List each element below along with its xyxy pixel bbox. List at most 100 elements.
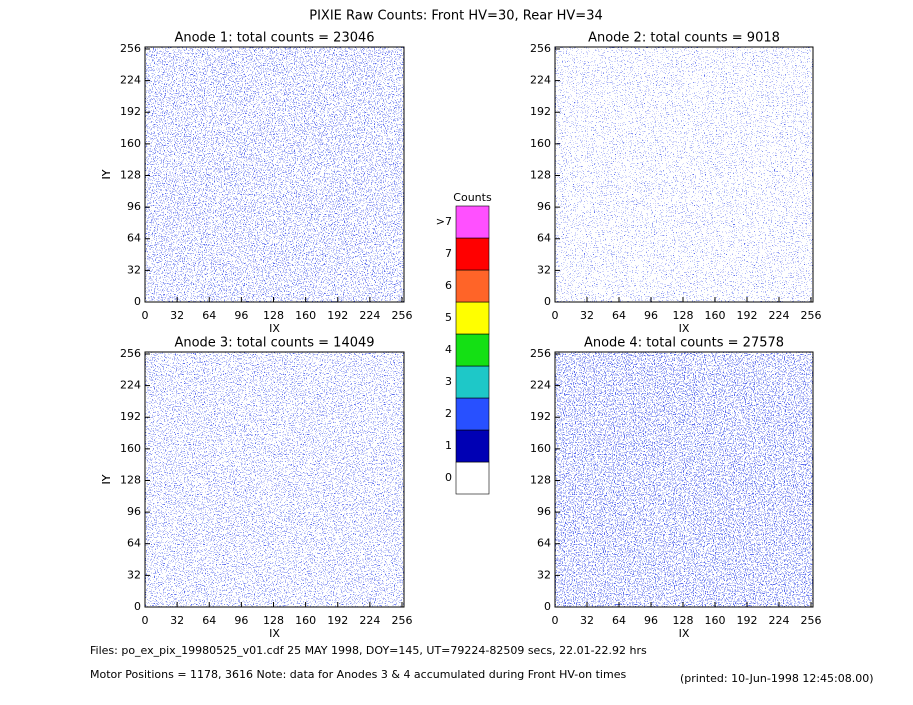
colorbar-label: 7 <box>445 247 452 260</box>
panel-title: Anode 4: total counts = 27578 <box>584 336 784 351</box>
colorbar-label: 1 <box>445 439 452 452</box>
x-tick-label: 160 <box>295 614 316 627</box>
y-tick-label: 0 <box>544 295 551 308</box>
y-tick-label: 160 <box>530 442 551 455</box>
x-axis-label: IX <box>679 322 690 335</box>
y-tick-label: 128 <box>120 473 141 486</box>
colorbar-swatch <box>455 333 490 367</box>
x-tick-label: 160 <box>705 614 726 627</box>
y-tick-label: 64 <box>537 537 551 550</box>
x-tick-label: 64 <box>202 614 216 627</box>
panel-title: Anode 2: total counts = 9018 <box>588 31 780 46</box>
colorbar-swatch <box>455 237 490 271</box>
x-tick-label: 192 <box>737 309 758 322</box>
colorbar-swatch <box>455 461 490 495</box>
count-texture <box>145 352 404 607</box>
x-axis-label: IX <box>679 627 690 640</box>
y-tick-label: 192 <box>530 410 551 423</box>
y-tick-label: 160 <box>120 137 141 150</box>
x-tick-label: 256 <box>391 614 412 627</box>
y-tick-label: 192 <box>120 105 141 118</box>
x-tick-label: 192 <box>327 309 348 322</box>
colorbar-title: Counts <box>453 191 492 204</box>
x-tick-label: 256 <box>801 614 822 627</box>
y-tick-label: 0 <box>134 295 141 308</box>
y-tick-label: 64 <box>127 537 141 550</box>
colorbar-swatch <box>455 205 490 239</box>
x-tick-label: 0 <box>552 614 559 627</box>
x-tick-label: 96 <box>644 309 658 322</box>
x-tick-label: 0 <box>552 309 559 322</box>
y-tick-label: 64 <box>127 232 141 245</box>
y-tick-label: 32 <box>127 263 141 276</box>
x-tick-label: 224 <box>769 309 790 322</box>
y-axis-label: IY <box>100 169 113 179</box>
x-tick-label: 128 <box>263 309 284 322</box>
plot-frame <box>144 46 405 303</box>
y-tick-label: 160 <box>120 442 141 455</box>
x-axis-label: IX <box>269 322 280 335</box>
x-tick-label: 256 <box>391 309 412 322</box>
x-tick-label: 160 <box>705 309 726 322</box>
count-texture <box>145 47 404 302</box>
x-tick-label: 32 <box>170 614 184 627</box>
plot-frame <box>554 351 814 608</box>
y-tick-label: 0 <box>544 600 551 613</box>
colorbar-swatch <box>455 269 490 303</box>
footer-printed: (printed: 10-Jun-1998 12:45:08.00) <box>680 672 874 685</box>
y-axis-label: IY <box>100 169 113 179</box>
y-tick-label: 64 <box>537 232 551 245</box>
y-tick-label: 256 <box>530 347 551 360</box>
y-tick-label: 224 <box>120 74 141 87</box>
x-tick-label: 192 <box>737 614 758 627</box>
colorbar-swatch <box>455 365 490 399</box>
x-tick-label: 32 <box>580 309 594 322</box>
panel-title: Anode 1: total counts = 23046 <box>174 31 374 46</box>
y-tick-label: 96 <box>127 200 141 213</box>
footer-files: Files: po_ex_pix_19980525_v01.cdf 25 MAY… <box>90 644 647 657</box>
y-tick-label: 224 <box>120 379 141 392</box>
y-tick-label: 224 <box>530 379 551 392</box>
colorbar-swatch <box>455 301 490 335</box>
x-tick-label: 96 <box>644 614 658 627</box>
y-tick-label: 224 <box>530 74 551 87</box>
y-tick-label: 192 <box>120 410 141 423</box>
y-tick-label: 96 <box>127 505 141 518</box>
count-texture <box>555 352 813 607</box>
y-tick-label: 96 <box>537 505 551 518</box>
x-tick-label: 96 <box>234 309 248 322</box>
y-tick-label: 32 <box>127 568 141 581</box>
colorbar-label: 3 <box>445 375 452 388</box>
x-tick-label: 224 <box>359 614 380 627</box>
y-tick-label: 128 <box>530 473 551 486</box>
colorbar-label: 2 <box>445 407 452 420</box>
x-tick-label: 0 <box>142 614 149 627</box>
colorbar-swatch <box>455 397 490 431</box>
y-tick-label: 256 <box>120 347 141 360</box>
y-tick-label: 160 <box>530 137 551 150</box>
colorbar-label: 6 <box>445 279 452 292</box>
x-axis-label: IX <box>269 627 280 640</box>
x-tick-label: 192 <box>327 614 348 627</box>
y-tick-label: 128 <box>120 168 141 181</box>
y-tick-label: 32 <box>537 263 551 276</box>
colorbar-label: 4 <box>445 343 452 356</box>
y-axis-label: IY <box>100 474 113 484</box>
y-tick-label: 256 <box>530 42 551 55</box>
colorbar-label: >7 <box>436 215 452 228</box>
x-tick-label: 224 <box>359 309 380 322</box>
y-tick-label: 32 <box>537 568 551 581</box>
x-tick-label: 128 <box>263 614 284 627</box>
plot-frame <box>144 351 405 608</box>
y-tick-label: 256 <box>120 42 141 55</box>
colorbar-swatch <box>455 429 490 463</box>
y-tick-label: 192 <box>530 105 551 118</box>
figure-title: PIXIE Raw Counts: Front HV=30, Rear HV=3… <box>309 9 603 24</box>
x-tick-label: 64 <box>202 309 216 322</box>
y-tick-label: 0 <box>134 600 141 613</box>
x-tick-label: 32 <box>580 614 594 627</box>
footer-motor: Motor Positions = 1178, 3616 Note: data … <box>90 668 626 681</box>
x-tick-label: 64 <box>612 614 626 627</box>
count-texture <box>555 47 813 302</box>
